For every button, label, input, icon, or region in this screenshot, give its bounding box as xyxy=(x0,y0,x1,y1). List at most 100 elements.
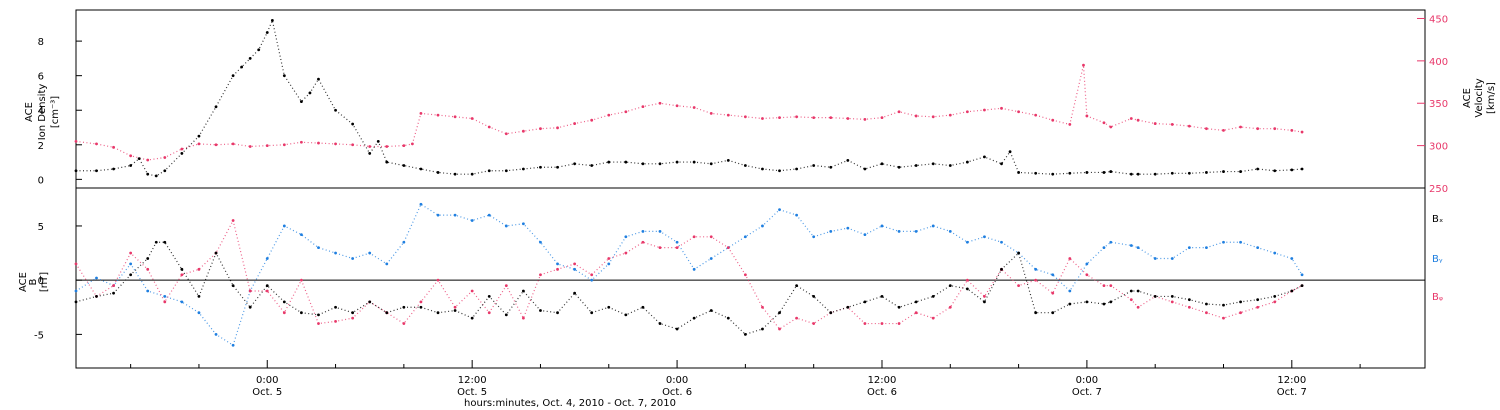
bx-point xyxy=(726,316,730,320)
bz-point xyxy=(521,316,525,320)
ion-density-point xyxy=(761,167,764,171)
bx-point xyxy=(795,284,799,287)
bz-point xyxy=(197,267,201,271)
velocity-trace xyxy=(75,64,1303,161)
bz-point xyxy=(692,235,696,239)
bx-point xyxy=(282,300,286,304)
velocity-point xyxy=(1290,128,1294,132)
velocity-point xyxy=(897,110,901,114)
top-right-ytick-label: 300 xyxy=(1429,142,1448,153)
ion-density-point xyxy=(726,158,730,162)
ion-density-point xyxy=(573,162,577,166)
ion-density-point xyxy=(308,91,312,95)
by-point xyxy=(265,257,269,260)
velocity-point xyxy=(197,142,201,146)
ion-density-point xyxy=(880,162,884,166)
ion-density-point xyxy=(624,160,628,164)
bz-point xyxy=(265,289,269,293)
top-left-ytick-label: 4 xyxy=(38,106,44,117)
bz-point xyxy=(880,322,884,325)
top-right-ytick-label: 450 xyxy=(1429,14,1448,25)
legend-by: Bᵧ xyxy=(1432,254,1443,265)
ion-density-point xyxy=(1239,170,1242,173)
ion-density-point xyxy=(948,164,952,167)
velocity-point xyxy=(1187,124,1191,128)
bx-point xyxy=(1187,298,1191,302)
by-point xyxy=(436,213,440,217)
ion-density-point xyxy=(112,167,115,171)
velocity-point xyxy=(248,145,252,148)
bx-point xyxy=(539,309,542,312)
x-tick-time: 0:00 xyxy=(1076,375,1098,386)
ion-density-point xyxy=(590,164,594,167)
ion-density-point xyxy=(983,155,986,159)
velocity-point xyxy=(1085,114,1089,118)
ion-density-point xyxy=(1008,150,1012,154)
velocity-point xyxy=(351,143,355,147)
velocity-point xyxy=(914,114,918,118)
velocity-point xyxy=(334,142,337,146)
bx-point xyxy=(1109,300,1113,304)
bx-point xyxy=(248,305,252,309)
bz-point xyxy=(248,289,252,293)
velocity-point xyxy=(1102,121,1106,125)
by-point xyxy=(129,262,133,266)
velocity-point xyxy=(624,110,628,114)
ion-density-point xyxy=(539,165,542,169)
velocity-point xyxy=(146,158,150,162)
by-point xyxy=(385,262,389,266)
bx-point xyxy=(1068,302,1072,306)
bx-point xyxy=(504,313,508,317)
ion-density-point xyxy=(129,164,133,167)
ion-density-point xyxy=(376,139,380,143)
bz-point xyxy=(163,300,167,304)
by-point xyxy=(607,262,611,266)
velocity-point xyxy=(573,122,577,125)
velocity-point xyxy=(778,116,781,120)
bz-point xyxy=(1129,298,1133,302)
by-point xyxy=(914,229,918,233)
velocity-point xyxy=(1082,63,1085,67)
bx-point xyxy=(1129,289,1133,293)
bz-point xyxy=(863,322,867,325)
ion-density-point xyxy=(521,167,525,171)
velocity-point xyxy=(743,115,747,119)
ion-density-point xyxy=(214,105,218,109)
by-point xyxy=(692,267,696,271)
bx-point xyxy=(112,291,115,295)
ion-density-point xyxy=(1205,171,1208,174)
bx-point xyxy=(914,300,918,304)
x-tick-date: Oct. 7 xyxy=(1277,387,1307,398)
velocity-point xyxy=(641,105,645,109)
by-point xyxy=(334,251,337,255)
bottom-ylabel-1: ACE xyxy=(18,272,29,292)
velocity-point xyxy=(470,117,474,120)
ion-density-point xyxy=(1034,171,1038,175)
by-point xyxy=(317,246,320,250)
bz-point xyxy=(1051,291,1055,295)
top-left-ytick-label: 8 xyxy=(38,37,44,48)
velocity-point xyxy=(265,144,269,148)
velocity-point xyxy=(1170,123,1174,126)
ion-density-point xyxy=(709,162,713,166)
by-point xyxy=(965,240,969,244)
bx-point xyxy=(829,311,833,315)
ion-density-point xyxy=(248,56,252,60)
by-point xyxy=(590,278,594,282)
by-point xyxy=(1136,246,1140,250)
ion-density-point xyxy=(1300,167,1304,171)
bz-point xyxy=(129,251,133,255)
x-tick-date: Oct. 6 xyxy=(662,387,692,398)
bz-point xyxy=(402,322,406,325)
bx-point xyxy=(317,313,320,317)
top-right-ytick-label: 400 xyxy=(1429,57,1448,68)
bz-point xyxy=(607,257,611,260)
velocity-point xyxy=(948,113,952,117)
ion-density-point xyxy=(270,18,274,22)
bx-point xyxy=(487,295,491,298)
velocity-point xyxy=(74,139,78,143)
velocity-point xyxy=(1000,106,1003,110)
by-point xyxy=(231,343,235,347)
